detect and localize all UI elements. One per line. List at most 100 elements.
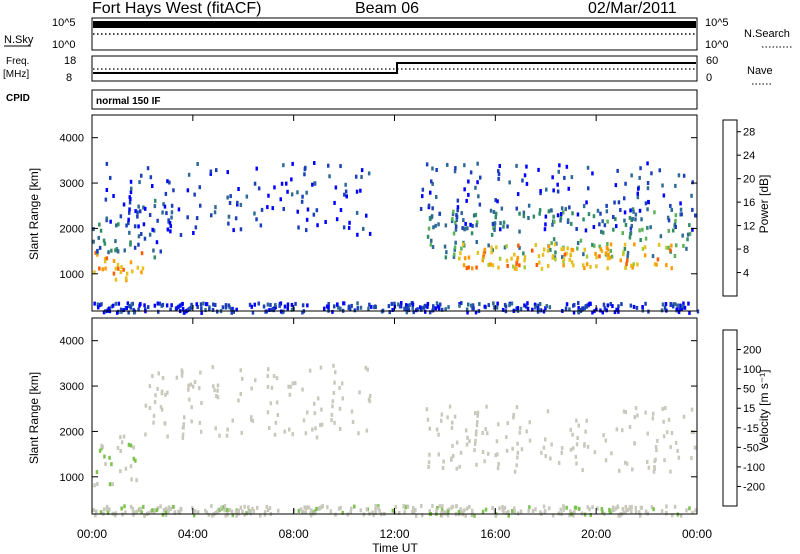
- velocity-cell: [413, 509, 416, 513]
- power-cell: [630, 173, 633, 178]
- velocity-cell: [315, 506, 318, 511]
- velocity-cell: [160, 407, 164, 412]
- power-cell: [96, 248, 99, 253]
- velocity-cell: [134, 458, 137, 463]
- power-cell: [168, 180, 171, 185]
- power-cell: [344, 182, 347, 187]
- velocity-cell: [135, 509, 138, 514]
- velocity-cell: [542, 504, 546, 509]
- velocity-cell: [265, 504, 268, 509]
- power-cell: [650, 171, 653, 176]
- velocity-cell: [589, 513, 592, 517]
- velocity-cell: [102, 507, 106, 512]
- power-cell: [460, 246, 463, 251]
- velocity-cell: [662, 419, 665, 424]
- power-cell: [179, 233, 183, 237]
- power-cell: [534, 305, 537, 310]
- power-cell: [623, 196, 626, 201]
- power-cell: [471, 306, 474, 311]
- velocity-cell: [310, 508, 313, 513]
- power-cell: [585, 262, 589, 267]
- power-cell: [455, 218, 458, 222]
- velocity-cell: [154, 393, 157, 398]
- power-cell: [491, 221, 495, 226]
- power-cell: [208, 307, 211, 312]
- power-cell: [105, 188, 109, 192]
- power-cell: [439, 302, 442, 307]
- power-cell: [499, 221, 502, 226]
- power-cell: [129, 242, 132, 247]
- velocity-cell: [223, 508, 226, 513]
- power-cell: [559, 215, 563, 220]
- velocity-cell: [239, 391, 242, 396]
- power-cell: [146, 166, 150, 171]
- velocity-cell: [210, 504, 213, 509]
- velocity-cell: [164, 510, 168, 515]
- power-cell: [209, 169, 213, 174]
- velocity-cell: [610, 451, 613, 456]
- velocity-cell: [465, 442, 469, 447]
- velocity-cell: [628, 425, 632, 429]
- power-cell: [613, 310, 617, 315]
- velocity-cell: [263, 512, 267, 517]
- power-cell: [535, 303, 539, 308]
- power-cell: [570, 221, 573, 226]
- power-cell: [109, 175, 112, 180]
- power-cell: [125, 271, 129, 276]
- power-cell: [169, 224, 172, 229]
- velocity-cell: [306, 410, 309, 415]
- power-cell: [624, 265, 627, 270]
- velocity-cell: [215, 394, 218, 398]
- power-cell: [347, 225, 351, 230]
- velocity-cell: [321, 504, 324, 509]
- power-cell: [476, 161, 479, 166]
- power-cell: [665, 245, 668, 250]
- power-cell: [544, 222, 547, 227]
- velocity-cell: [669, 445, 672, 449]
- power-cell: [422, 305, 426, 310]
- power-cell: [477, 194, 480, 199]
- power-cell: [606, 303, 610, 308]
- power-cell: [419, 305, 422, 310]
- velocity-cell: [505, 448, 509, 453]
- power-cell: [105, 161, 109, 166]
- power-cell: [503, 245, 507, 250]
- velocity-cell: [614, 506, 618, 511]
- power-cell: [165, 211, 168, 216]
- power-cell: [538, 211, 541, 216]
- velocity-cell: [426, 417, 430, 422]
- velocity-cell: [665, 504, 668, 509]
- power-cell: [163, 204, 167, 209]
- velocity-cell: [122, 434, 126, 439]
- velocity-cell: [505, 435, 508, 440]
- power-cell: [156, 218, 159, 223]
- velocity-cell: [667, 417, 671, 422]
- power-cell: [602, 230, 605, 235]
- power-cell: [305, 228, 308, 233]
- velocity-cell: [525, 429, 528, 434]
- power-cell: [360, 175, 363, 179]
- power-cell: [656, 257, 660, 262]
- power-cell: [143, 236, 147, 241]
- power-cell: [691, 207, 694, 212]
- velocity-cell: [138, 508, 142, 513]
- power-cell: [591, 310, 594, 315]
- power-cell: [181, 301, 184, 306]
- power-cell: [603, 306, 607, 311]
- power-colorbar-frame: [722, 119, 738, 297]
- velocity-cell: [676, 448, 679, 453]
- power-cell: [445, 250, 448, 255]
- freq-panel: [91, 55, 698, 82]
- velocity-cell: [152, 413, 156, 418]
- velocity-cell: [451, 504, 455, 509]
- power-cell: [489, 262, 492, 267]
- power-cell: [562, 257, 566, 262]
- power-cell: [125, 306, 128, 310]
- power-cell: [327, 163, 330, 168]
- power-cell: [498, 164, 501, 168]
- velocity-cell: [625, 461, 629, 466]
- power-cell: [490, 250, 493, 255]
- velocity-cell: [181, 435, 185, 440]
- velocity-cell: [604, 438, 608, 443]
- power-cell: [538, 302, 542, 306]
